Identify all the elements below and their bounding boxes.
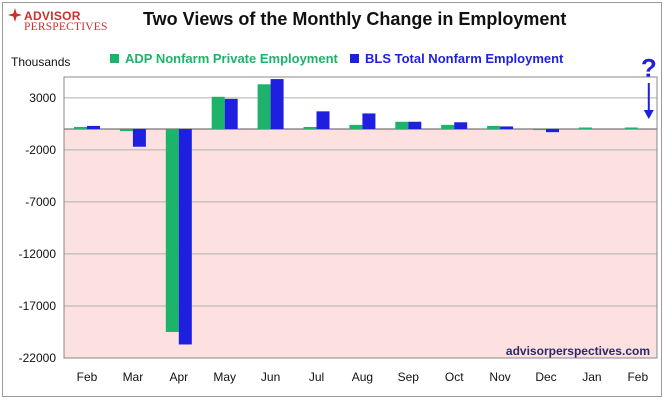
legend-item-adp: ADP Nonfarm Private Employment: [110, 51, 338, 66]
y-tick-label: -7000: [25, 195, 56, 209]
x-tick-label: Aug: [352, 370, 373, 384]
x-tick-label: Jul: [309, 370, 324, 384]
bar-bls: [87, 125, 100, 130]
watermark: advisorperspectives.com: [506, 344, 650, 358]
bar-adp: [349, 124, 363, 130]
bar-bls: [362, 113, 376, 130]
bar-bls: [454, 122, 468, 130]
bar-adp: [303, 126, 317, 130]
legend-item-bls: BLS Total Nonfarm Employment: [350, 51, 563, 66]
legend-swatch-bls: [350, 54, 359, 63]
bar-bls: [546, 129, 559, 133]
y-tick-label: -12000: [19, 247, 57, 261]
y-tick-label: 3000: [29, 91, 56, 105]
y-tick-label: -2000: [25, 143, 56, 157]
bar-adp: [487, 125, 501, 130]
bar-bls: [270, 79, 284, 130]
question-mark-annotation: ?: [641, 53, 657, 83]
x-tick-label: Sep: [398, 370, 420, 384]
x-tick-label: Jan: [582, 370, 601, 384]
bar-adp: [211, 96, 225, 130]
x-tick-label: Oct: [445, 370, 464, 384]
legend-swatch-adp: [110, 54, 119, 63]
x-tick-label: Feb: [77, 370, 98, 384]
plot-border: [63, 76, 658, 359]
x-tick-label: Mar: [123, 370, 144, 384]
brand-logo: ADVISOR PERSPECTIVES: [8, 5, 120, 39]
bar-adp: [441, 124, 455, 130]
bar-adp: [257, 84, 271, 130]
bar-adp: [165, 129, 179, 332]
brand-name-line2: PERSPECTIVES: [24, 21, 108, 33]
bar-adp: [395, 121, 409, 130]
brand-name-line1: ADVISOR: [24, 9, 81, 23]
y-axis-label: Thousands: [11, 55, 71, 69]
x-tick-label: Feb: [627, 370, 648, 384]
bar-adp: [119, 129, 133, 132]
x-tick-label: Dec: [535, 370, 556, 384]
bar-adp: [578, 127, 592, 130]
bar-bls: [408, 121, 422, 130]
x-tick-label: Nov: [489, 370, 510, 384]
negative-region: [64, 129, 657, 358]
chart-title: Two Views of the Monthly Change in Emplo…: [143, 9, 567, 29]
down-arrow-icon: [643, 110, 654, 119]
legend-label-bls: BLS Total Nonfarm Employment: [365, 51, 564, 66]
x-tick-label: Apr: [169, 370, 188, 384]
bar-adp: [533, 129, 546, 131]
legend-label-adp: ADP Nonfarm Private Employment: [125, 51, 338, 66]
bar-adp: [74, 126, 87, 130]
bar-bls: [224, 98, 238, 130]
y-tick-label: -22000: [19, 351, 57, 365]
bar-bls: [316, 111, 330, 130]
bar-bls: [178, 129, 192, 345]
x-tick-label: May: [213, 370, 236, 384]
bar-adp: [624, 127, 638, 130]
bar-bls: [132, 129, 146, 147]
x-tick-label: Jun: [261, 370, 280, 384]
compass-icon: [8, 8, 22, 22]
bar-bls: [500, 126, 514, 130]
y-tick-label: -17000: [19, 299, 57, 313]
